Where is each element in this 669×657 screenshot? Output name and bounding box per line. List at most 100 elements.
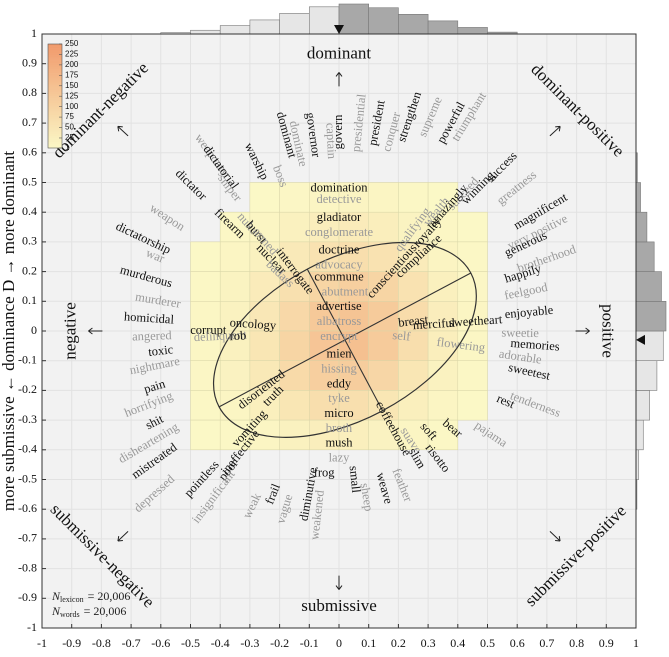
- colorbar-segment: [48, 93, 62, 97]
- colorbar-segment: [48, 87, 62, 91]
- x-tick-label: 0.3: [421, 636, 436, 650]
- colorbar-segment: [48, 46, 62, 49]
- colorbar-segment: [48, 145, 62, 149]
- heatmap-cell: [338, 390, 369, 421]
- y-axis-label: more submissive ← dominance D → more dom…: [0, 151, 18, 512]
- word: advocacy: [315, 258, 363, 272]
- heatmap-cell: [249, 182, 280, 213]
- colorbar-segment: [48, 127, 62, 130]
- heatmap-cell: [338, 241, 369, 272]
- y-tick-label: -0.6: [18, 501, 37, 515]
- y-tick-label: 0.9: [22, 55, 37, 69]
- heatmap-cell: [398, 211, 429, 243]
- word: albatross: [317, 314, 362, 328]
- colorbar-segment: [48, 104, 62, 107]
- heatmap-cell: [249, 330, 280, 361]
- x-tick-label: -0.4: [211, 636, 230, 650]
- note-value: = 20,006: [84, 604, 127, 618]
- colorbar-segment: [48, 133, 62, 136]
- heatmap-cell: [249, 211, 280, 243]
- direction-arrowhead: [117, 125, 123, 132]
- word: presidential: [349, 93, 369, 153]
- colorbar-segment: [48, 79, 62, 82]
- colorbar-segment: [48, 139, 62, 143]
- heatmap-cell: [427, 241, 459, 272]
- heatmap-cell: [190, 271, 221, 302]
- word: governor: [303, 112, 323, 159]
- heatmap-cell: [338, 211, 369, 243]
- heatmap-cell: [279, 301, 310, 332]
- colorbar-segment: [48, 54, 62, 57]
- valence-hist-bar: [427, 20, 459, 35]
- heatmap-cell: [309, 182, 340, 213]
- colorbar-segment: [48, 89, 62, 93]
- colorbar-label: 250: [65, 39, 79, 48]
- dominance-mean-marker: [636, 334, 645, 345]
- x-tick-label: 0.8: [569, 636, 584, 650]
- word: delinquent: [193, 327, 247, 344]
- dominance-hist-bar: [635, 300, 667, 332]
- word: lazy: [329, 451, 351, 465]
- x-tick-label: -0.6: [151, 636, 170, 650]
- colorbar-segment: [48, 73, 62, 76]
- colorbar-segment: [48, 116, 62, 120]
- direction-arrow: [549, 126, 561, 137]
- colorbar-label: 25: [65, 133, 74, 142]
- word: hissing: [321, 361, 357, 375]
- heatmap-cell: [368, 211, 399, 243]
- colorbar-label: 100: [65, 102, 79, 111]
- y-tick-label: 1: [31, 26, 37, 40]
- x-tick-label: 0.2: [391, 636, 406, 650]
- word: advertise: [316, 299, 362, 313]
- colorbar-segment: [48, 131, 62, 134]
- y-tick-label: -0.7: [18, 531, 37, 545]
- colorbar-label: 125: [65, 91, 79, 100]
- heatmap-cell: [368, 301, 399, 332]
- colorbar-segment: [48, 50, 62, 53]
- heatmap-cell: [190, 360, 221, 391]
- colorbar-segment: [48, 75, 62, 78]
- heatmap-cell: [368, 330, 399, 361]
- x-tick-label: 0.7: [539, 636, 554, 650]
- x-tick-label: 0.1: [361, 636, 376, 650]
- colorbar-label: 200: [65, 60, 79, 69]
- y-tick-label: -0.5: [18, 471, 37, 485]
- dominance-hist-bar: [635, 330, 664, 362]
- colorbar-segment: [48, 123, 62, 126]
- word: captain: [323, 123, 339, 160]
- x-tick-label: 0.5: [480, 636, 495, 650]
- heatmap-cell: [398, 360, 429, 391]
- word: encrypt: [320, 329, 358, 343]
- heatmap-cell: [368, 182, 399, 213]
- direction-arrowhead: [335, 585, 343, 590]
- word: angered: [132, 328, 173, 343]
- word: mush: [325, 436, 353, 450]
- colorbar-label: 50: [65, 123, 74, 132]
- word: adorable: [498, 347, 543, 367]
- colorbar-segment: [48, 106, 62, 109]
- heatmap-cell: [249, 241, 280, 272]
- word: homicidal: [124, 309, 175, 326]
- heatmap-cell: [219, 271, 251, 302]
- word: tyke: [328, 391, 350, 405]
- valence-mean-marker: [334, 25, 344, 34]
- heatmap-cell: [279, 419, 310, 451]
- heatmap-cell: [309, 301, 340, 332]
- plot-frame: [41, 33, 637, 629]
- direction-arrowhead: [585, 327, 590, 335]
- heatmap-cell: [368, 360, 399, 391]
- heatmap-cell: [309, 211, 340, 243]
- word: corrupt: [190, 323, 227, 337]
- y-tick-label: 0: [31, 323, 37, 337]
- y-tick-label: 0.8: [22, 85, 37, 99]
- colorbar-segment: [48, 118, 62, 122]
- count-note: Nlexicon = 20,006: [51, 589, 130, 604]
- word: breast: [397, 312, 429, 330]
- word: detective: [316, 192, 362, 206]
- valence-hist-bar: [338, 3, 370, 35]
- note-symbol: N: [51, 604, 61, 618]
- x-tick-label: 0.9: [599, 636, 614, 650]
- heatmap-cell: [219, 211, 251, 243]
- x-tick-label: -0.5: [181, 636, 200, 650]
- word: doctrine: [319, 243, 360, 257]
